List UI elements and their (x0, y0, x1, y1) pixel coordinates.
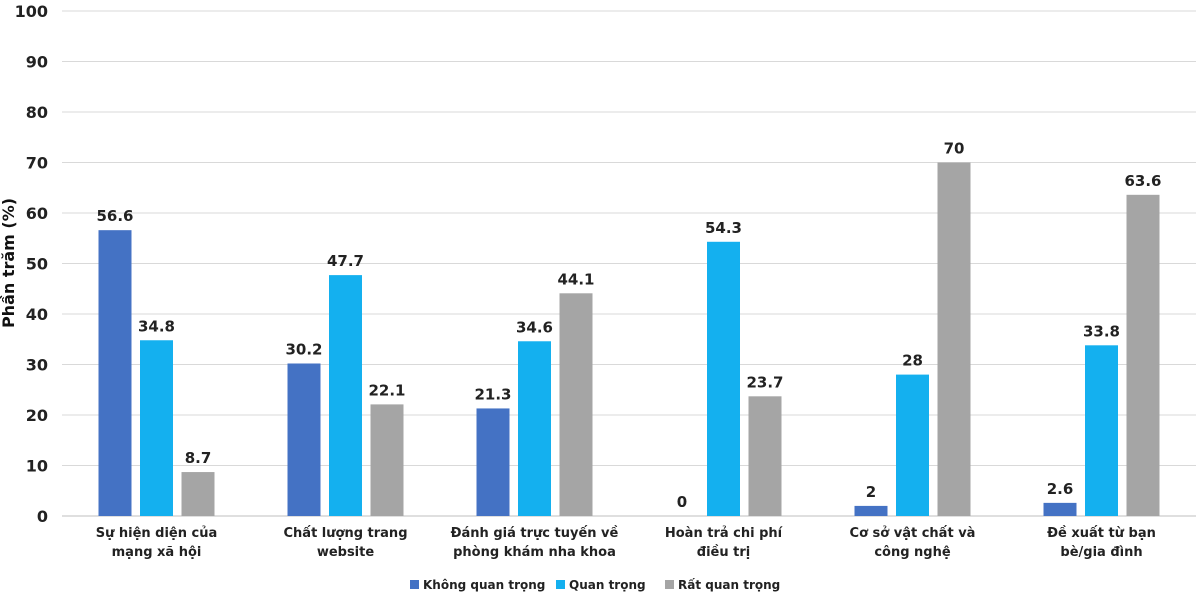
x-tick-label: Cơ sở vật chất và công nghệ (850, 526, 976, 560)
y-tick-label: 100 (15, 2, 48, 21)
legend-swatch (410, 580, 419, 589)
y-axis-ticks: 0 10 20 30 40 50 60 70 80 90 100 (15, 2, 48, 526)
data-label: 0 (677, 493, 687, 511)
bar (854, 505, 888, 516)
data-label: 23.7 (746, 373, 783, 391)
bar (476, 408, 510, 516)
y-tick-label: 80 (26, 103, 48, 122)
bar (370, 404, 404, 516)
y-tick-label: 30 (26, 356, 48, 375)
data-label: 33.8 (1083, 322, 1120, 340)
bar (518, 341, 551, 516)
bar (329, 275, 362, 516)
category-labels: Sự hiện diện của mạng xã hội Chất lượng tr… (96, 526, 1156, 560)
bar (181, 472, 215, 516)
data-label: 47.7 (327, 252, 364, 270)
data-label: 34.6 (516, 318, 553, 336)
data-label: 21.3 (474, 385, 511, 403)
y-tick-label: 20 (26, 406, 48, 425)
legend-label: Không quan trọng (423, 578, 545, 592)
y-tick-label: 60 (26, 204, 48, 223)
data-label: 44.1 (557, 270, 594, 288)
data-label: 56.6 (96, 207, 133, 225)
bar (559, 293, 593, 516)
data-label: 28 (902, 352, 923, 370)
gridlines (62, 10, 1196, 517)
data-label: 30.2 (285, 340, 322, 358)
legend-swatch (665, 580, 674, 589)
x-tick-label: Đánh giá trực tuyến về phòng khám nha kho… (451, 526, 619, 560)
y-tick-label: 50 (26, 255, 48, 274)
bar (1043, 502, 1077, 516)
y-tick-label: 0 (37, 507, 48, 526)
x-tick-label: Chất lượng trang website (284, 526, 408, 560)
bars (98, 162, 1160, 517)
bar (896, 374, 929, 516)
data-label: 2.6 (1047, 480, 1074, 498)
data-label: 22.1 (368, 381, 405, 399)
data-labels: 56.6 34.8 8.7 30.2 47.7 22.1 21.3 34.6 44.1 0 54.3… (96, 140, 1161, 512)
legend: Không quan trọng Quan trọng Rất quan trọng (410, 578, 780, 592)
bar (98, 230, 132, 517)
bar (140, 340, 173, 516)
x-tick-label: Sự hiện diện của mạng xã hội (96, 526, 218, 560)
y-tick-label: 10 (26, 457, 48, 476)
data-label: 54.3 (705, 219, 742, 237)
x-tick-label: Đề xuất từ bạn bè/gia đình (1047, 526, 1156, 560)
legend-label: Quan trọng (569, 578, 646, 592)
data-label: 2 (866, 483, 876, 501)
legend-label: Rất quan trọng (678, 578, 780, 592)
data-label: 8.7 (185, 449, 212, 467)
x-tick-label: Hoàn trả chi phí điều trị (665, 526, 784, 560)
bar (287, 363, 321, 516)
bar (707, 241, 740, 516)
legend-swatch (556, 580, 565, 589)
bar (1085, 345, 1118, 516)
bar (937, 162, 971, 516)
y-tick-label: 40 (26, 305, 48, 324)
data-label: 70 (944, 140, 965, 158)
bar (748, 396, 782, 516)
y-tick-label: 90 (26, 53, 48, 72)
data-label: 63.6 (1124, 172, 1161, 190)
y-tick-label: 70 (26, 154, 48, 173)
bar (1126, 194, 1160, 516)
y-axis-title: Phần trăm (%) (0, 198, 18, 328)
data-label: 34.8 (138, 317, 175, 335)
